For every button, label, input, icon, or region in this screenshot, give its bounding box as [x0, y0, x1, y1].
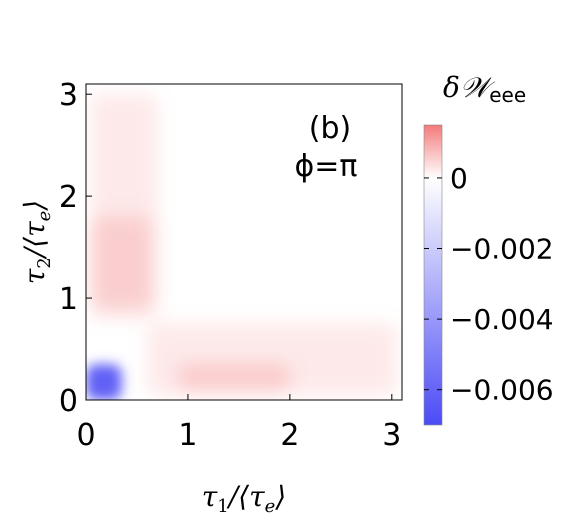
y-tick-label: 2: [59, 180, 78, 215]
parameter-label: ϕ=π: [295, 149, 358, 184]
x-label-close: ⟩: [274, 480, 286, 513]
heat-region-positive-vertical-peak: [91, 216, 153, 309]
colorbar-tick-label: −0.002: [450, 233, 554, 266]
y-axis-label: τ2/⟨τe⟩: [18, 200, 55, 284]
y-label-sub2: e: [34, 211, 55, 222]
colorbar-ticks: 0 −0.002 −0.004 −0.006: [424, 162, 554, 407]
x-label-sub: 1: [217, 496, 228, 517]
x-axis-ticks: 0 1 2 3: [76, 394, 401, 453]
x-tick-label: 2: [280, 418, 299, 453]
colorbar-title-sub: eee: [489, 83, 526, 107]
x-label-main: τ: [202, 480, 218, 513]
y-label-close: ⟩: [18, 200, 51, 212]
y-tick-label: 3: [59, 78, 78, 113]
plot-area: 0 1 2 3 0 1 2 3: [59, 78, 403, 453]
x-label-rest: /⟨τ: [226, 480, 265, 513]
colorbar-frame: [423, 124, 443, 426]
x-tick-label: 1: [178, 418, 197, 453]
y-axis-ticks: 0 1 2 3: [59, 78, 92, 419]
plot-frame: [85, 83, 403, 401]
x-axis-label: τ1/⟨τe⟩: [202, 480, 286, 517]
y-label-sub: 2: [34, 257, 55, 268]
x-tick-label: 0: [76, 418, 95, 453]
heat-region-negative-corner-spot: [86, 364, 122, 400]
y-tick-label: 1: [59, 282, 78, 317]
heat-region-positive-horizontal-peak: [177, 364, 290, 390]
y-label-main: τ: [18, 268, 51, 284]
colorbar-tick-label: −0.006: [450, 374, 554, 407]
colorbar-tick-label: −0.004: [450, 303, 554, 336]
x-label-sub2: e: [265, 496, 276, 517]
y-tick-label: 0: [59, 384, 78, 419]
panel-label: (b): [309, 111, 351, 146]
y-label-rest: /⟨τ: [18, 221, 51, 260]
heatmap-regions: [86, 94, 397, 400]
colorbar: δ𝒲eee 0 −0.002 −0.004 −0.006: [423, 71, 554, 426]
colorbar-title: δ𝒲eee: [443, 71, 526, 107]
colorbar-tick-label: 0: [450, 162, 468, 195]
x-tick-label: 3: [382, 418, 401, 453]
colorbar-gradient: [424, 125, 442, 425]
colorbar-title-main: δ𝒲: [443, 71, 496, 104]
